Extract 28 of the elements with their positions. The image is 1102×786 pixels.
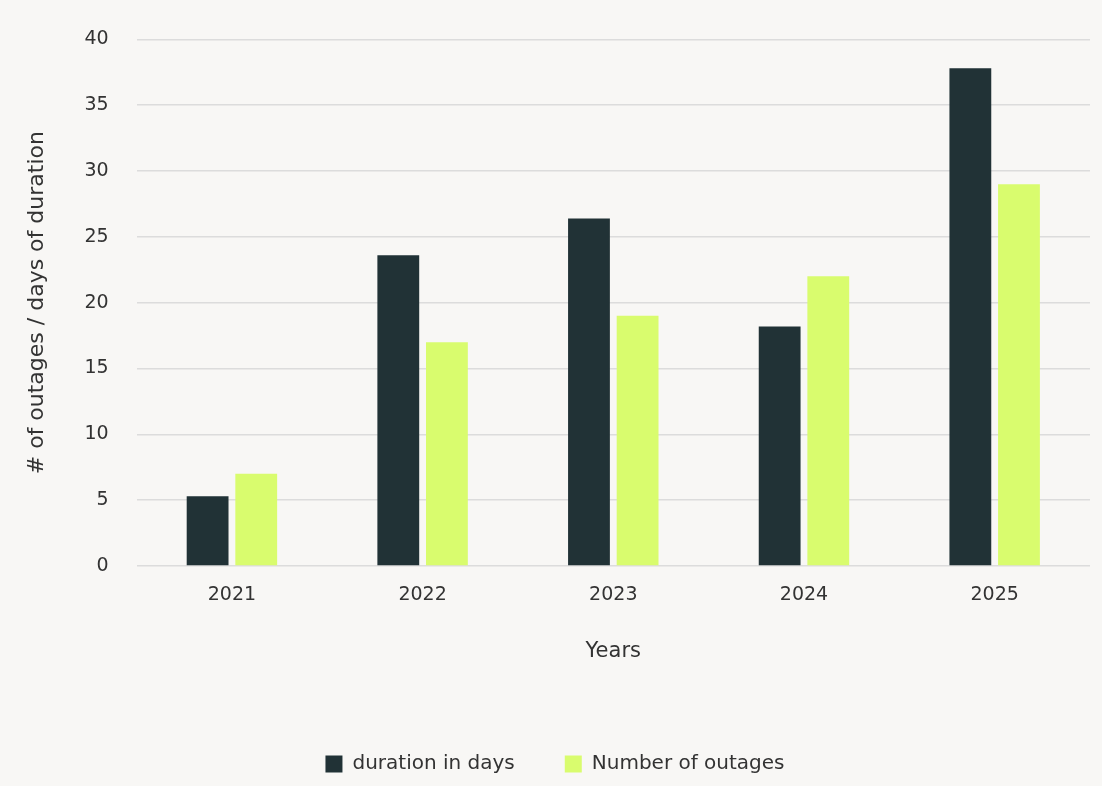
legend-label: duration in days [352, 750, 515, 775]
y-tick-label: 20 [84, 289, 109, 312]
bar [807, 276, 850, 566]
x-axis-title: Years [584, 637, 641, 662]
x-tick-label: 2022 [398, 582, 447, 605]
y-tick-label: 25 [84, 223, 109, 246]
bar [949, 68, 992, 566]
legend-label: Number of outages [591, 750, 785, 775]
x-tick-label: 2024 [779, 582, 829, 605]
y-tick-label: 30 [84, 157, 109, 180]
y-tick-label: 5 [96, 487, 109, 510]
bar [758, 326, 801, 566]
x-tick-label: 2025 [970, 582, 1019, 605]
y-tick-label: 10 [84, 421, 109, 444]
bar [616, 315, 659, 566]
bar [186, 496, 229, 566]
y-tick-label: 40 [84, 26, 109, 49]
bar [998, 184, 1040, 566]
y-axis-title: # of outages / days of duration [22, 131, 48, 475]
bar [568, 218, 610, 566]
y-tick-label: 0 [96, 552, 109, 575]
x-tick-label: 2021 [207, 582, 257, 605]
bar [377, 255, 420, 566]
bar [426, 342, 468, 566]
y-tick-label: 35 [84, 92, 109, 115]
bar [235, 473, 278, 566]
x-tick-label: 2023 [589, 582, 638, 605]
y-tick-label: 15 [84, 355, 109, 378]
